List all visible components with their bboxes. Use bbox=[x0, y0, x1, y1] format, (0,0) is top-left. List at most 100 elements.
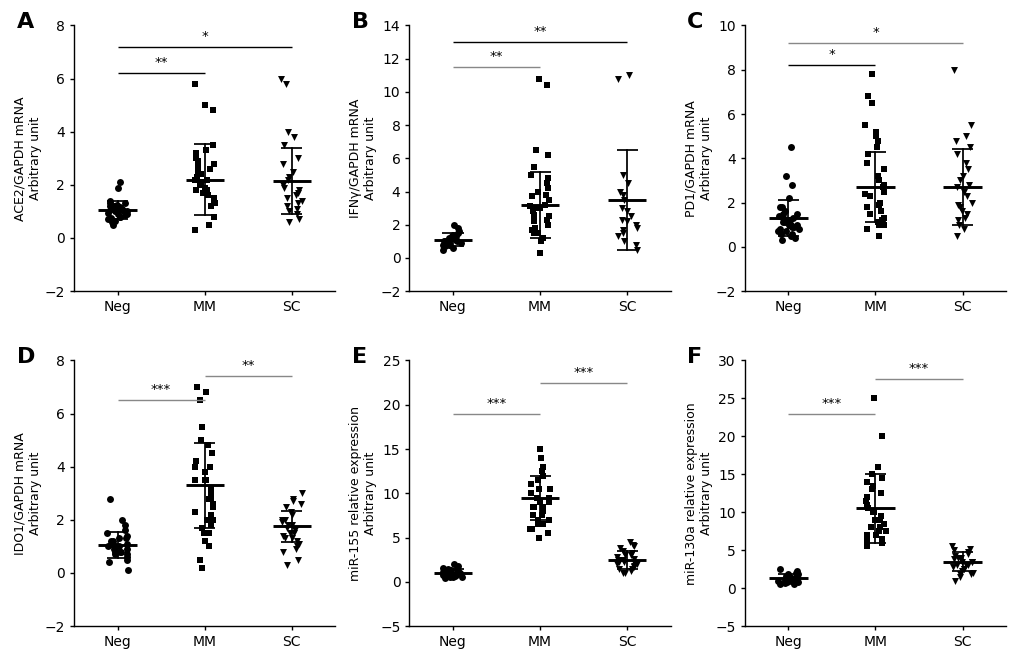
Point bbox=[627, 239, 643, 250]
Point bbox=[186, 475, 203, 485]
Point bbox=[284, 166, 301, 177]
Point bbox=[289, 554, 306, 565]
Point bbox=[187, 456, 204, 467]
Point bbox=[771, 228, 788, 239]
Point bbox=[434, 239, 450, 250]
Point bbox=[540, 514, 556, 525]
Point bbox=[951, 569, 967, 579]
Point bbox=[435, 570, 451, 580]
Point bbox=[197, 467, 213, 477]
Point bbox=[870, 200, 887, 210]
Point bbox=[279, 520, 296, 530]
Point bbox=[205, 501, 221, 512]
Text: *: * bbox=[827, 48, 835, 62]
Point bbox=[869, 170, 886, 181]
Point bbox=[532, 236, 548, 247]
Point bbox=[203, 509, 219, 520]
Point bbox=[186, 174, 203, 185]
Point bbox=[107, 215, 123, 226]
Point bbox=[538, 178, 554, 188]
Point bbox=[867, 530, 883, 540]
Point bbox=[769, 211, 786, 221]
Point bbox=[621, 70, 637, 81]
Point bbox=[99, 208, 115, 218]
Text: ***: *** bbox=[821, 396, 842, 410]
Point bbox=[205, 140, 221, 151]
Point bbox=[609, 231, 626, 241]
Point bbox=[530, 74, 546, 84]
Point bbox=[436, 566, 452, 577]
Point bbox=[288, 541, 305, 552]
Point bbox=[859, 503, 875, 514]
Point bbox=[963, 198, 979, 208]
Point bbox=[119, 206, 136, 217]
Point bbox=[530, 186, 546, 197]
Point bbox=[193, 435, 209, 446]
Point bbox=[773, 213, 790, 223]
Point bbox=[866, 514, 882, 525]
Point bbox=[781, 572, 797, 582]
Point bbox=[276, 514, 292, 525]
Point bbox=[613, 546, 630, 556]
Point bbox=[945, 562, 961, 572]
Point bbox=[615, 236, 632, 247]
Y-axis label: IFNγ/GAPDH mRNA
Arbitrary unit: IFNγ/GAPDH mRNA Arbitrary unit bbox=[348, 99, 377, 218]
Point bbox=[111, 177, 127, 188]
Point bbox=[957, 560, 973, 571]
Point bbox=[628, 223, 644, 233]
Point bbox=[959, 546, 975, 557]
Point bbox=[526, 210, 542, 220]
Point bbox=[954, 206, 970, 217]
Point bbox=[856, 120, 872, 131]
Point bbox=[625, 539, 641, 550]
Point bbox=[193, 177, 209, 188]
Point bbox=[959, 549, 975, 560]
Point bbox=[283, 509, 300, 520]
Point bbox=[206, 158, 222, 169]
Point bbox=[870, 522, 887, 533]
Point bbox=[199, 174, 215, 185]
Point bbox=[194, 562, 210, 573]
Point bbox=[103, 204, 119, 214]
Point bbox=[783, 228, 799, 239]
Point bbox=[775, 577, 792, 588]
Point bbox=[774, 217, 791, 228]
Point bbox=[444, 569, 461, 579]
Point bbox=[959, 164, 975, 174]
Text: **: ** bbox=[154, 56, 168, 70]
Point bbox=[281, 206, 298, 217]
Point bbox=[102, 493, 118, 504]
Point bbox=[197, 182, 213, 193]
Point bbox=[186, 79, 203, 90]
Point bbox=[858, 530, 874, 540]
Point bbox=[447, 234, 464, 245]
Point bbox=[946, 575, 962, 586]
Point bbox=[863, 97, 879, 108]
Point bbox=[521, 201, 537, 211]
Point bbox=[525, 206, 541, 217]
Point bbox=[523, 523, 539, 534]
Point bbox=[205, 499, 221, 509]
Point bbox=[108, 541, 124, 552]
Point bbox=[532, 444, 548, 454]
Point bbox=[871, 514, 888, 525]
Point bbox=[105, 536, 121, 546]
Point bbox=[789, 577, 805, 587]
Point bbox=[953, 556, 969, 567]
Point bbox=[440, 237, 457, 248]
Point bbox=[772, 235, 789, 245]
Point bbox=[530, 483, 546, 494]
Point bbox=[775, 574, 792, 585]
Point bbox=[440, 564, 457, 574]
Point bbox=[289, 204, 306, 214]
Point bbox=[948, 231, 964, 241]
Point bbox=[289, 188, 306, 198]
Point bbox=[449, 561, 466, 572]
Point bbox=[868, 217, 884, 228]
Point bbox=[198, 145, 214, 156]
Point bbox=[783, 142, 799, 152]
Point bbox=[107, 546, 123, 557]
Point bbox=[206, 198, 222, 209]
Point bbox=[112, 211, 128, 222]
Point bbox=[541, 497, 557, 507]
